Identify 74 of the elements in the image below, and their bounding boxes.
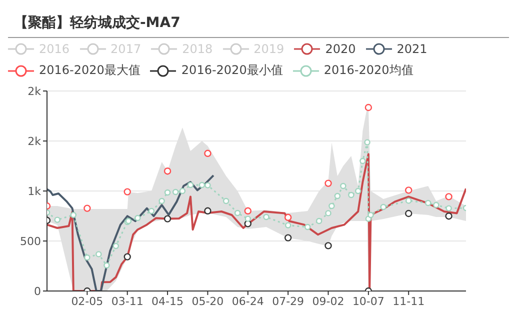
point [324,180,332,187]
point [304,224,311,230]
point [84,204,91,212]
point [340,182,346,190]
legend-label: 2016-2020最小值 [181,62,283,79]
y-tick-label: 1k [28,184,42,198]
point [405,210,412,218]
x-tick-label: 05-20 [192,294,224,308]
chart-title: 【聚酯】轻纺城成交-MA7 [8,8,509,38]
point [158,198,165,204]
legend-label: 2020 [325,42,356,56]
x-tick-label: 11-11 [392,294,425,308]
point [284,222,292,228]
point [446,205,452,212]
point [325,210,332,216]
point [445,193,452,200]
point [96,251,102,258]
point [284,234,292,242]
point [104,262,110,268]
point [84,254,90,261]
point [433,202,440,208]
point [204,207,212,214]
x-tick-label: 09-02 [312,294,344,308]
y-tick-label: 500 [20,234,41,248]
point [198,182,206,188]
point [222,198,230,204]
point [70,212,77,218]
point [172,188,179,196]
legend-label: 2021 [396,42,428,56]
point [164,215,172,222]
point [54,216,60,223]
point [284,214,292,221]
point [187,182,194,188]
point [164,168,172,175]
point [134,214,141,222]
point [179,188,186,194]
point [360,158,366,164]
point [364,104,372,112]
point [425,200,432,206]
point [406,198,412,204]
x-tick-label: 02-05 [71,294,104,308]
point [263,214,270,220]
point [348,192,354,198]
point [204,150,212,157]
point [380,204,386,210]
point [316,218,322,224]
x-tick-label: 07-29 [272,294,304,308]
x-tick-label: 03-11 [111,294,144,308]
point [124,253,131,260]
point [445,212,452,220]
y-tick-label: 0 [34,284,41,298]
x-tick-label: 10-07 [352,294,384,308]
point [244,207,252,214]
point [328,202,335,210]
point [334,192,341,200]
legend-label: 2016-2020均值 [324,62,414,79]
point [124,188,131,196]
point [244,216,251,222]
point [148,208,155,214]
point [204,182,211,188]
point [324,242,332,250]
point [234,210,241,216]
legend-label: 2016-2020最大值 [39,62,140,79]
x-tick-label: 04-15 [152,294,184,308]
point [354,188,362,194]
point [364,139,370,146]
point [112,242,119,250]
line-series [47,174,214,291]
point [368,212,374,218]
x-tick-label: 06-24 [232,294,264,308]
y-tick-label: 2k [28,134,42,148]
point [405,186,412,194]
point [164,189,171,196]
y-tick-label: 2k [28,84,42,98]
